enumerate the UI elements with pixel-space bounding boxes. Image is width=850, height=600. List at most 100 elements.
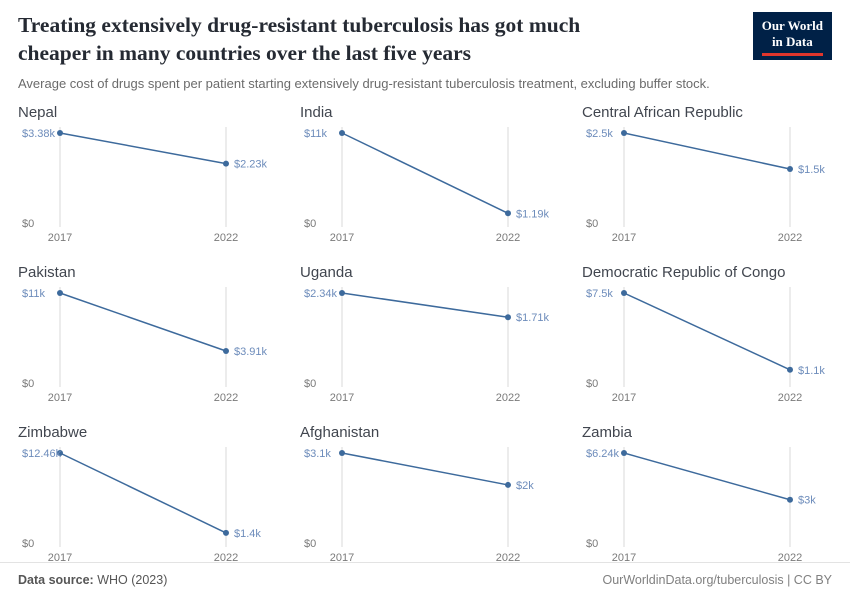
value-label-end: $3k: [798, 495, 816, 507]
data-point-end: [505, 314, 511, 321]
panel-central-african-republic: Central African Republic $0 $2.5k $1.5k 2017…: [582, 104, 838, 252]
panel-chart: $0 $2.34k $1.71k 2017 2022: [304, 287, 550, 404]
zero-label: $0: [586, 218, 598, 230]
data-point-start: [57, 290, 63, 297]
data-point-start: [339, 290, 345, 297]
data-point-start: [339, 130, 345, 137]
x-tick-2017: 2017: [612, 232, 636, 244]
value-label-start: $7.5k: [586, 288, 613, 300]
value-label-start: $3.1k: [304, 448, 331, 460]
x-tick-2022: 2022: [214, 552, 238, 564]
panel-zambia: Zambia $0 $6.24k $3k 2017 2022: [582, 424, 838, 572]
panel-nepal: Nepal $0 $3.38k $2.23k 2017 2022: [18, 104, 274, 252]
zero-label: $0: [304, 538, 316, 550]
value-label-start: $3.38k: [22, 128, 56, 140]
footer-link[interactable]: OurWorldinData.org/tuberculosis | CC BY: [602, 573, 833, 587]
trend-line: [341, 292, 509, 319]
x-tick-2017: 2017: [48, 232, 72, 244]
x-tick-2022: 2022: [778, 392, 802, 404]
data-source-value: WHO (2023): [93, 573, 168, 587]
panel-title: Zimbabwe: [18, 424, 88, 442]
panel-india: India $0 $11k $1.19k 2017 2022: [300, 104, 556, 252]
owid-logo-red-bar: [761, 53, 823, 57]
data-point-start: [339, 450, 345, 457]
value-label-end: $1.4k: [234, 528, 261, 540]
header-text: Treating extensively drug-resistant tube…: [18, 12, 710, 91]
x-tick-2022: 2022: [778, 552, 802, 564]
trend-line: [623, 452, 791, 501]
panel-chart: $0 $11k $1.19k 2017 2022: [304, 127, 550, 244]
panel-afghanistan: Afghanistan $0 $3.1k $2k 2017 2022: [300, 424, 556, 572]
data-source: Data source: WHO (2023): [18, 573, 167, 587]
panel-chart: $0 $7.5k $1.1k 2017 2022: [586, 287, 825, 404]
panel-chart: $0 $2.5k $1.5k 2017 2022: [586, 127, 825, 244]
data-point-end: [223, 160, 229, 167]
data-point-end: [505, 210, 511, 217]
trend-line: [59, 452, 227, 534]
panel-chart: $0 $3.38k $2.23k 2017 2022: [22, 127, 268, 244]
value-label-end: $1.71k: [516, 312, 550, 324]
panel-title: Uganda: [300, 264, 353, 282]
footer: Data source: WHO (2023) OurWorldinData.o…: [0, 562, 850, 600]
chart-title: Treating extensively drug-resistant tube…: [18, 13, 581, 65]
x-tick-2017: 2017: [612, 552, 636, 564]
value-label-end: $2k: [516, 480, 534, 492]
data-point-start: [57, 130, 63, 137]
data-point-start: [621, 450, 627, 457]
value-label-start: $2.5k: [586, 128, 613, 140]
trend-line: [341, 452, 509, 486]
panel-chart: $0 $6.24k $3k 2017 2022: [586, 447, 816, 564]
panel-title: Afghanistan: [300, 424, 380, 442]
zero-label: $0: [304, 218, 316, 230]
zero-label: $0: [586, 378, 598, 390]
zero-label: $0: [304, 378, 316, 390]
x-tick-2017: 2017: [48, 392, 72, 404]
x-tick-2017: 2017: [48, 552, 72, 564]
data-point-end: [787, 166, 793, 173]
zero-label: $0: [22, 538, 34, 550]
value-label-start: $2.34k: [304, 288, 338, 300]
data-point-end: [787, 366, 793, 373]
x-tick-2022: 2022: [778, 232, 802, 244]
value-label-end: $2.23k: [234, 159, 268, 171]
panel-title: Zambia: [582, 424, 633, 442]
data-point-end: [223, 529, 229, 536]
zero-label: $0: [586, 538, 598, 550]
x-tick-2022: 2022: [496, 232, 520, 244]
panel-chart: $0 $11k $3.91k 2017 2022: [22, 287, 268, 404]
data-point-start: [621, 130, 627, 137]
x-tick-2022: 2022: [496, 392, 520, 404]
panel-title: India: [300, 104, 333, 122]
header: Treating extensively drug-resistant tube…: [18, 12, 832, 91]
value-label-start: $11k: [22, 288, 46, 300]
panel-uganda: Uganda $0 $2.34k $1.71k 2017 2022: [300, 264, 556, 412]
x-tick-2022: 2022: [214, 232, 238, 244]
trend-line: [59, 292, 227, 352]
panels-grid: Nepal $0 $3.38k $2.23k 2017 2022 India $0 $11k $1…: [18, 104, 832, 572]
value-label-start: $12.46k: [22, 448, 62, 460]
value-label-end: $1.5k: [798, 164, 825, 176]
x-tick-2022: 2022: [496, 552, 520, 564]
value-label-start: $11k: [304, 128, 328, 140]
data-source-label: Data source:: [18, 573, 94, 587]
data-point-end: [787, 496, 793, 503]
x-tick-2022: 2022: [214, 392, 238, 404]
value-label-end: $1.1k: [798, 365, 825, 377]
value-label-end: $1.19k: [516, 208, 550, 220]
panel-chart: $0 $3.1k $2k 2017 2022: [304, 447, 534, 564]
chart-subtitle: Average cost of drugs spent per patient …: [18, 76, 710, 92]
zero-label: $0: [22, 218, 34, 230]
value-label-start: $6.24k: [586, 448, 620, 460]
trend-line: [59, 132, 227, 165]
panel-democratic-republic-of-congo: Democratic Republic of Congo $0 $7.5k $1.1k…: [582, 264, 838, 412]
data-point-start: [621, 290, 627, 297]
x-tick-2017: 2017: [330, 232, 354, 244]
panel-title: Central African Republic: [582, 104, 743, 122]
owid-logo-line2: in Data: [771, 33, 813, 49]
x-tick-2017: 2017: [612, 392, 636, 404]
trend-line: [623, 292, 791, 371]
panel-title: Nepal: [18, 104, 58, 122]
data-point-end: [223, 348, 229, 355]
owid-logo[interactable]: Our World in Data: [752, 12, 832, 61]
